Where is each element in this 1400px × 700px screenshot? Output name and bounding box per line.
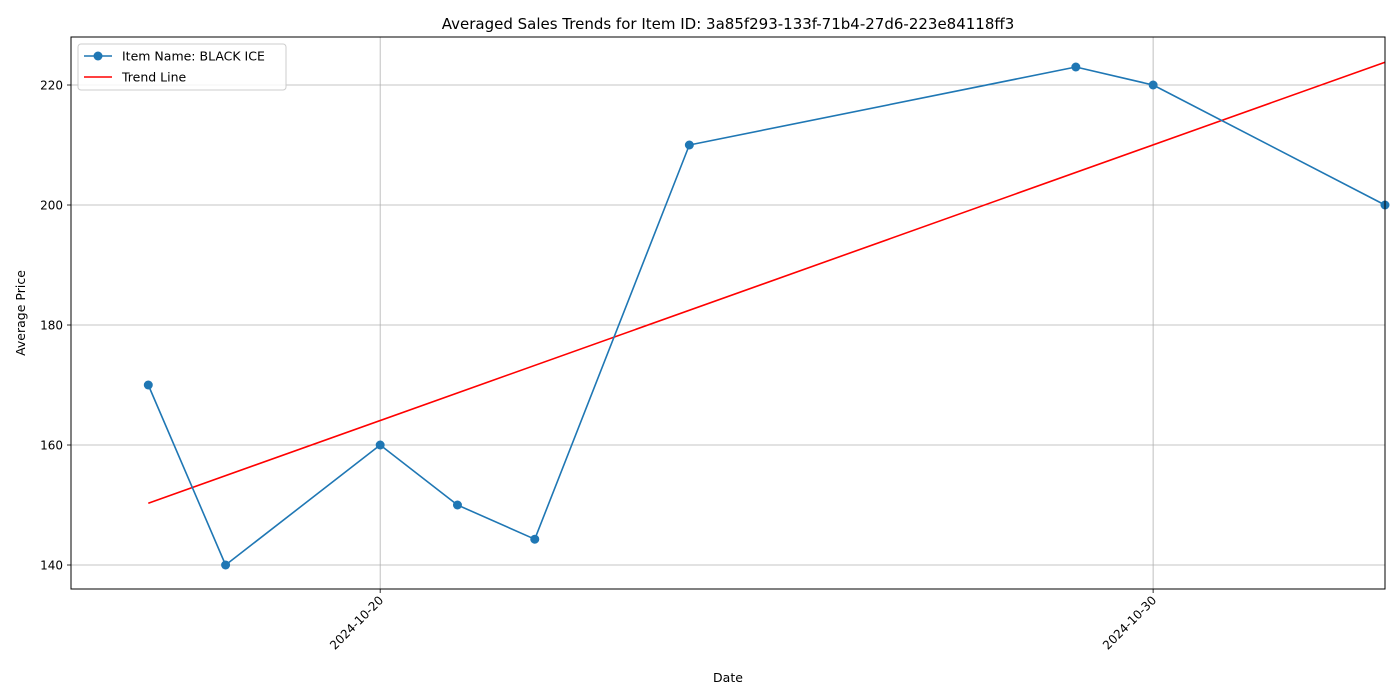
sales-data-point bbox=[530, 534, 540, 544]
y-tick-label: 160 bbox=[40, 439, 63, 453]
legend-label-sales: Item Name: BLACK ICE bbox=[122, 49, 265, 64]
plot-frame bbox=[70, 36, 1386, 590]
sales-data-point bbox=[143, 380, 153, 390]
y-tick-label: 180 bbox=[40, 319, 63, 333]
sales-data-point bbox=[452, 500, 462, 510]
sales-data-point bbox=[1148, 80, 1158, 90]
chart-title: Averaged Sales Trends for Item ID: 3a85f… bbox=[442, 15, 1015, 33]
y-tick-label: 140 bbox=[40, 559, 63, 573]
sales-data-point bbox=[221, 560, 231, 570]
sales-data-point bbox=[375, 440, 385, 450]
y-tick-label: 200 bbox=[40, 199, 63, 213]
legend-box bbox=[77, 43, 287, 91]
x-tick-label: 2024-10-20 bbox=[327, 593, 386, 652]
legend-label-trend: Trend Line bbox=[121, 70, 187, 85]
x-axis-title: Date bbox=[713, 670, 743, 685]
sales-data-point bbox=[684, 140, 694, 150]
grid bbox=[71, 37, 1385, 589]
trend-line bbox=[148, 61, 1386, 504]
y-tick-label: 220 bbox=[40, 79, 63, 93]
series-layer bbox=[143, 61, 1390, 570]
ticks: 140 160 180 200 220 2024-10-20 2024-10-30 bbox=[40, 79, 1159, 653]
x-tick-label: 2024-10-30 bbox=[1100, 593, 1159, 652]
legend: Item Name: BLACK ICE Trend Line bbox=[77, 43, 287, 91]
legend-marker-sales bbox=[93, 51, 103, 61]
sales-data-point bbox=[1071, 62, 1081, 72]
sales-line bbox=[147, 66, 1386, 566]
y-axis-title: Average Price bbox=[13, 270, 28, 356]
